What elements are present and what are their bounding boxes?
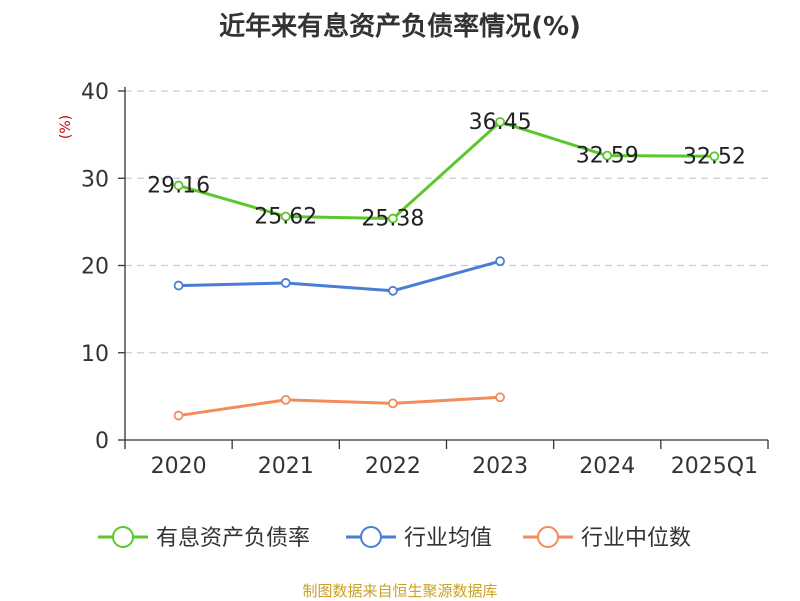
x-tick-label: 2021 [258, 454, 314, 479]
data-point [388, 285, 398, 296]
y-tick-label: 20 [81, 255, 109, 280]
legend-label-0: 有息资产负债率 [156, 526, 310, 551]
data-label: 25.38 [361, 207, 424, 232]
data-point [173, 280, 184, 291]
y-tick-label: 0 [95, 429, 109, 454]
data-label: 29.16 [147, 174, 210, 199]
y-axis-label: (%) [58, 115, 74, 139]
legend-label-2: 行业中位数 [581, 526, 691, 551]
y-tick-label: 10 [81, 342, 109, 367]
data-point [280, 394, 291, 405]
axes: 0 10 20 30 40 (%) 2020 2021 2022 2023 2024 2025Q1 [58, 80, 769, 479]
series-line-0 [178, 120, 715, 221]
x-tick-label: 2025Q1 [671, 454, 758, 479]
legend-marker-1 [360, 526, 382, 548]
legend: 有息资产负债率 行业均值 行业中位数 [98, 526, 691, 551]
data-label: 32.52 [683, 144, 746, 169]
y-tick-label: 30 [81, 167, 109, 192]
data-point [495, 117, 505, 127]
gridlines [125, 90, 768, 354]
series-lines [173, 117, 720, 421]
data-label: 32.59 [576, 144, 639, 169]
x-tick-label: 2020 [151, 454, 207, 479]
data-point [280, 278, 291, 288]
data-point [495, 256, 505, 267]
legend-marker-0 [112, 526, 134, 548]
data-point [388, 213, 398, 224]
source-note: 制图数据来自恒生聚源数据库 [302, 582, 498, 600]
series-line-2 [178, 395, 501, 418]
x-tick-label: 2022 [365, 454, 421, 479]
data-label: 36.45 [469, 110, 532, 135]
series-line-1 [178, 259, 501, 293]
x-tick-label: 2023 [472, 454, 528, 479]
data-label: 25.62 [254, 204, 317, 229]
data-point [495, 392, 505, 403]
data-point [280, 211, 291, 222]
legend-marker-2 [537, 526, 559, 548]
data-point [173, 410, 184, 421]
data-labels: 29.16 25.62 25.38 36.45 32.59 32.52 [147, 110, 746, 232]
data-point [709, 151, 720, 162]
y-tick-label: 40 [81, 80, 109, 105]
x-tick-label: 2024 [579, 454, 635, 479]
data-point [173, 180, 184, 191]
chart-title: 近年来有息资产负债率情况(%) [219, 12, 581, 42]
data-point [388, 398, 398, 409]
data-point [602, 150, 613, 161]
legend-label-1: 行业均值 [404, 526, 492, 551]
